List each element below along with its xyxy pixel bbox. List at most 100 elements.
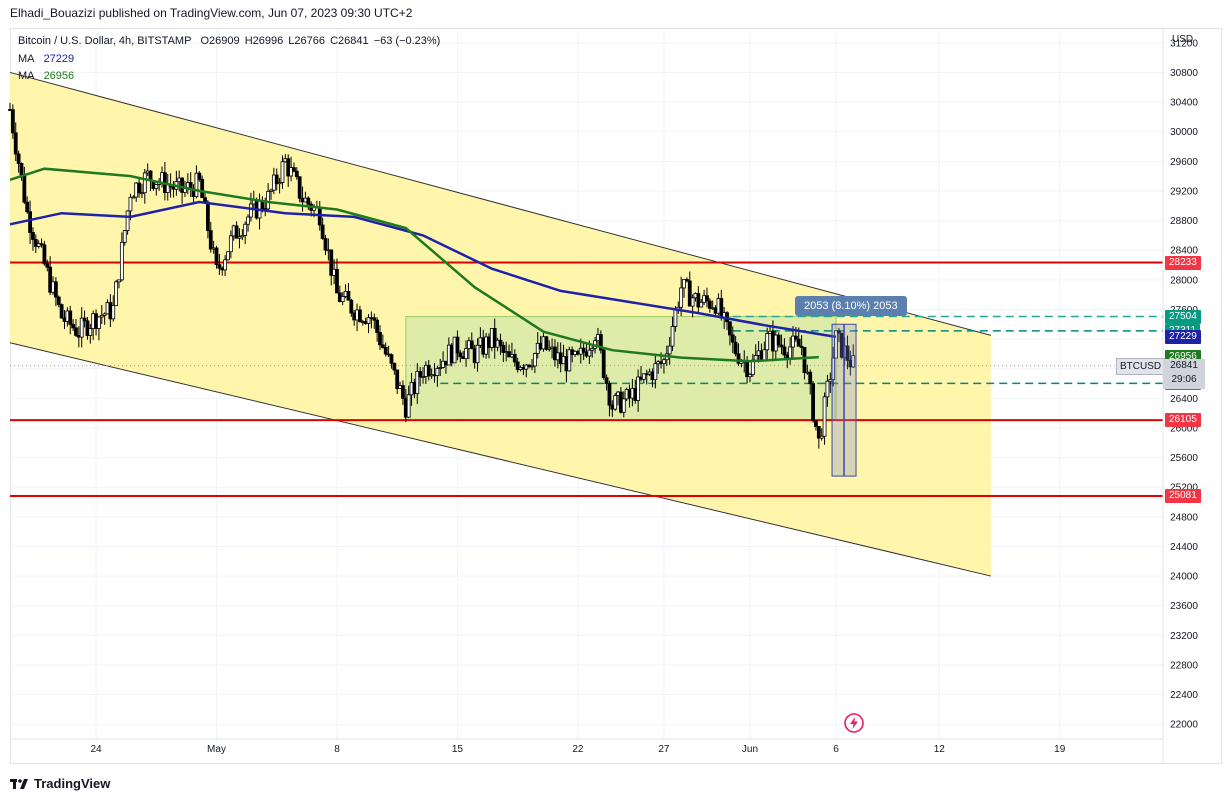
symbol-name: Bitcoin / U.S. Dollar, 4h, BITSTAMP (18, 35, 192, 47)
y-tick-label: 22800 (1170, 660, 1198, 671)
candle-body (762, 349, 767, 361)
candle-body (358, 309, 362, 323)
candle-body (266, 191, 271, 210)
candle-body (814, 420, 818, 427)
candle-body (349, 299, 354, 314)
ticker-label[interactable]: BTCUSD (1116, 357, 1166, 375)
candle-body (292, 167, 296, 172)
y-tick-label: 24800 (1170, 512, 1198, 523)
candle-body (122, 230, 127, 243)
candle-body (544, 336, 549, 350)
candle-body (59, 304, 64, 319)
candle-body (438, 367, 443, 369)
candle-body (346, 290, 351, 301)
candle-body (515, 361, 520, 371)
candle-body (636, 376, 641, 401)
candle-body (834, 330, 838, 359)
ma2-value: 26956 (43, 70, 75, 82)
candle-body (845, 345, 850, 361)
candle-body (22, 174, 27, 203)
candle-body (269, 189, 273, 192)
candle-body (455, 336, 460, 354)
candle-body (117, 279, 121, 283)
candle-body (289, 167, 293, 177)
candle-body (532, 353, 537, 367)
candle-body (378, 332, 382, 346)
candle-body (294, 170, 299, 178)
channel-lower-line (9, 342, 992, 577)
y-tick-label: 30400 (1170, 98, 1198, 109)
ma1-legend[interactable]: MA 27229 (18, 53, 80, 65)
candle-body (180, 177, 184, 193)
candle-body (246, 216, 250, 225)
lightning-icon[interactable] (843, 712, 865, 734)
candle-body (547, 347, 552, 350)
candle-body (119, 241, 124, 281)
candle-body (16, 153, 21, 164)
y-tick-label: 28800 (1170, 216, 1198, 227)
candle-body (395, 369, 400, 390)
tradingview-footer[interactable]: TradingView (10, 776, 110, 791)
candle-body (19, 163, 24, 176)
candle-body (604, 377, 609, 384)
candle-body (372, 317, 377, 321)
candle-body (194, 172, 199, 198)
bar-countdown: 29:06 (1171, 373, 1197, 385)
close-value: C26841 (330, 35, 369, 47)
candle-body (223, 259, 228, 271)
symbol-legend[interactable]: Bitcoin / U.S. Dollar, 4h, BITSTAMP O269… (18, 35, 446, 47)
candle-body (811, 383, 815, 422)
ma-fast-line (9, 200, 837, 339)
candle-body (765, 333, 770, 351)
publisher-caption: Elhadi_Bouazizi published on TradingView… (10, 6, 413, 20)
candle-body (200, 178, 205, 199)
candle-body (102, 313, 107, 316)
ma-slow-line (9, 167, 819, 363)
candle-body (380, 344, 385, 348)
ma2-label: MA (18, 70, 35, 82)
candle-body (667, 345, 672, 355)
candle-body (621, 398, 626, 413)
time-axis: 24 May 8 15 22 27 Jun 6 12 19 (90, 744, 1065, 755)
candle-body (601, 349, 606, 379)
candle-body (383, 347, 388, 355)
candle-body (114, 281, 119, 307)
candle-body (97, 316, 101, 329)
price-tag: 27229 (1165, 329, 1201, 344)
y-tick-label: 26000 (1170, 423, 1198, 434)
candle-body (728, 321, 732, 336)
candle-body (56, 296, 61, 305)
candle-body (306, 197, 311, 205)
candle-body (217, 264, 222, 269)
candle-body (475, 344, 480, 364)
y-tick-label: 29600 (1170, 157, 1198, 168)
ma2-legend[interactable]: MA 26956 (18, 70, 80, 82)
chart-frame[interactable] (10, 28, 1222, 764)
candle-body (335, 268, 339, 294)
candle-body (240, 235, 245, 238)
candle-body (392, 362, 397, 371)
y-tick-label: 29200 (1170, 186, 1198, 197)
candle-body (791, 335, 795, 348)
x-tick-label: 24 (90, 744, 102, 755)
candle-body (753, 355, 758, 361)
ma1-value: 27229 (43, 53, 75, 65)
x-tick-label: 22 (572, 744, 584, 755)
candle-body (323, 238, 328, 251)
candle-body (501, 344, 506, 353)
candle-body (25, 201, 30, 213)
candle-body (31, 232, 35, 240)
candle-body (782, 346, 787, 356)
candle-body (816, 426, 821, 439)
candle-body (406, 394, 411, 418)
y-tick-label: 22000 (1170, 720, 1198, 731)
y-tick-label: 31200 (1170, 38, 1198, 49)
candle-body (641, 373, 646, 380)
y-tick-label: 24400 (1170, 542, 1198, 553)
current-price: 26841 (1170, 359, 1198, 371)
candle-body (415, 371, 420, 395)
high-value: H26996 (244, 35, 284, 47)
candle-body (111, 305, 116, 320)
candle-body (125, 210, 130, 231)
